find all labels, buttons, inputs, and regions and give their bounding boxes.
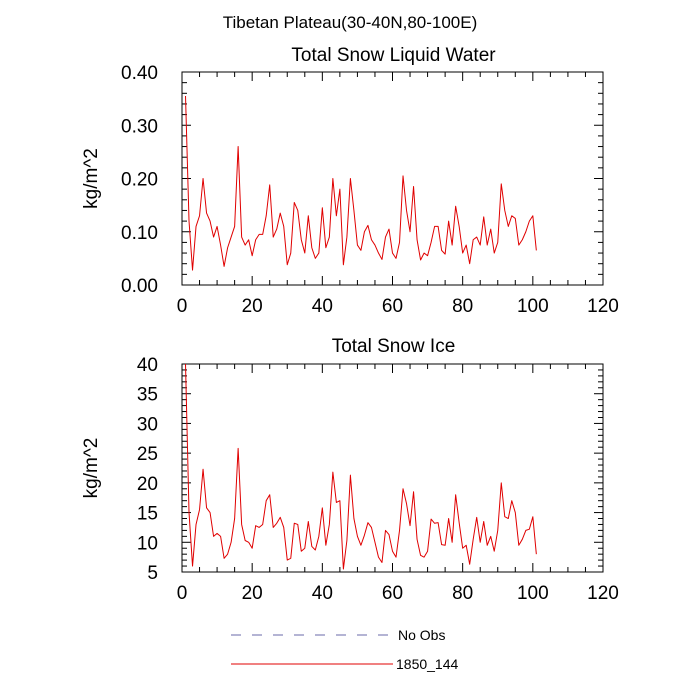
series-line <box>185 95 537 271</box>
panel-title: Total Snow Liquid Water <box>291 45 496 66</box>
x-tick-label: 120 <box>587 583 619 604</box>
x-tick-label: 40 <box>312 296 333 317</box>
figure-title: Tibetan Plateau(30-40N,80-100E) <box>223 13 478 32</box>
y-tick-label: 0.10 <box>121 223 158 244</box>
y-tick-label: 0.30 <box>121 116 158 137</box>
x-tick-label: 20 <box>242 583 263 604</box>
y-tick-label: 0.20 <box>121 170 158 191</box>
y-axis-label: kg/m^2 <box>81 148 102 209</box>
x-tick-label: 40 <box>312 583 333 604</box>
y-tick-label: 10 <box>137 533 158 554</box>
x-tick-label: 0 <box>177 296 188 317</box>
x-tick-label: 20 <box>242 296 263 317</box>
chart-panel-1: Total Snow Liquid Water 0 20 40 60 80 100 120 0.… <box>81 45 619 317</box>
y-tick-label: 5 <box>147 563 158 584</box>
x-tick-label: 100 <box>517 583 549 604</box>
x-tick-label: 80 <box>452 296 473 317</box>
legend-entry: 1850_144 <box>231 656 459 672</box>
legend-label: 1850_144 <box>396 656 459 672</box>
legend: No Obs 1850_144 <box>231 627 459 672</box>
y-tick-label: 30 <box>137 414 158 435</box>
x-tick-label: 60 <box>382 296 403 317</box>
x-tick-label: 0 <box>177 583 188 604</box>
x-tick-label: 60 <box>382 583 403 604</box>
y-tick-label: 25 <box>137 444 158 465</box>
y-tick-label: 15 <box>137 504 158 525</box>
series-line <box>185 363 537 570</box>
x-tick-label: 80 <box>452 583 473 604</box>
legend-label: No Obs <box>398 627 445 643</box>
x-tick-label: 120 <box>587 296 619 317</box>
y-tick-label: 0.00 <box>121 276 158 297</box>
chart-panel-2: Total Snow Ice 0 20 40 60 80 100 120 5 10 15 20 25 30… <box>81 336 619 604</box>
y-tick-label: 40 <box>137 355 158 376</box>
legend-entry: No Obs <box>231 627 445 643</box>
x-tick-label: 100 <box>517 296 549 317</box>
y-axis-label: kg/m^2 <box>81 438 102 499</box>
y-tick-label: 0.40 <box>121 63 158 84</box>
y-tick-label: 35 <box>137 385 158 406</box>
panel-title: Total Snow Ice <box>332 336 456 357</box>
y-tick-label: 20 <box>137 474 158 495</box>
